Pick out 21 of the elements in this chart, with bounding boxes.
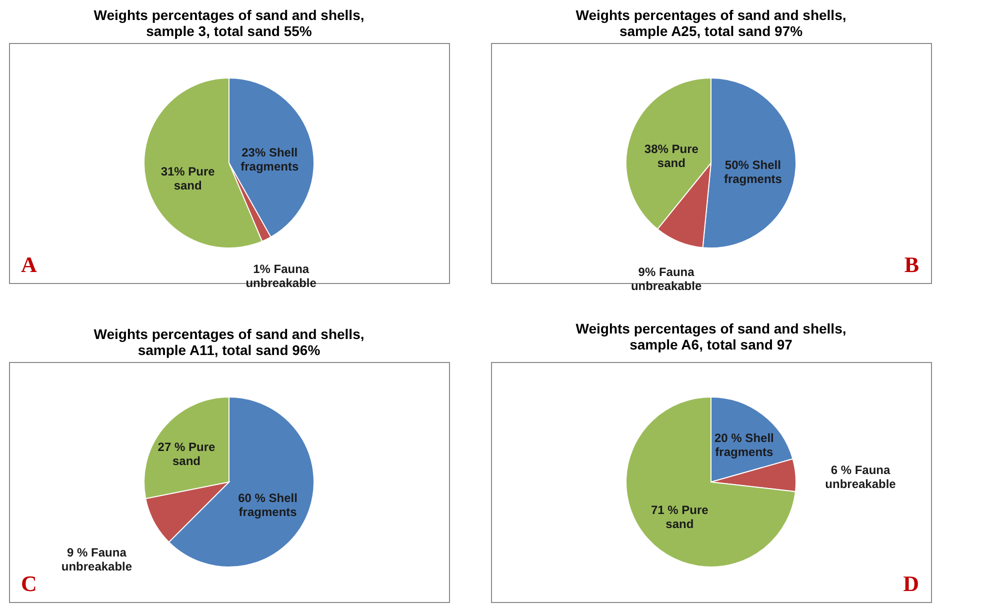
slice-label: 23% Shell fragments (240, 145, 299, 174)
chart-title: Weights percentages of sand and shells, sample A25, total sand 97% (576, 7, 846, 39)
chart-title: Weights percentages of sand and shells, sample 3, total sand 55% (94, 7, 364, 39)
slice-label: 1% Fauna unbreakable (246, 262, 317, 290)
slice-label: 31% Pure sand (160, 164, 216, 192)
slice-label: 71 % Pure sand (650, 502, 709, 531)
slice-label: 60 % Shell fragments (238, 491, 298, 520)
slice-label: 50% Shell fragments (724, 158, 782, 186)
pie-slice (626, 396, 796, 568)
text: B (904, 252, 920, 277)
slice-label: 9 % Fauna unbreakable (61, 546, 132, 574)
text: A (21, 252, 37, 277)
text: C (21, 571, 37, 596)
slice-label: 27 % Pure sand (158, 440, 216, 468)
slice-label: 38% Pure sand (644, 142, 699, 170)
chart-title: Weights percentages of sand and shells, sample A6, total sand 97 (576, 320, 846, 352)
slice-label: 9% Fauna unbreakable (630, 265, 702, 294)
text: D (903, 571, 919, 596)
chart-title: Weights percentages of sand and shells, sample A11, total sand 96% (94, 326, 364, 358)
slice-label: 6 % Fauna unbreakable (825, 462, 896, 491)
slice-label: 20 % Shell fragments (714, 431, 774, 460)
